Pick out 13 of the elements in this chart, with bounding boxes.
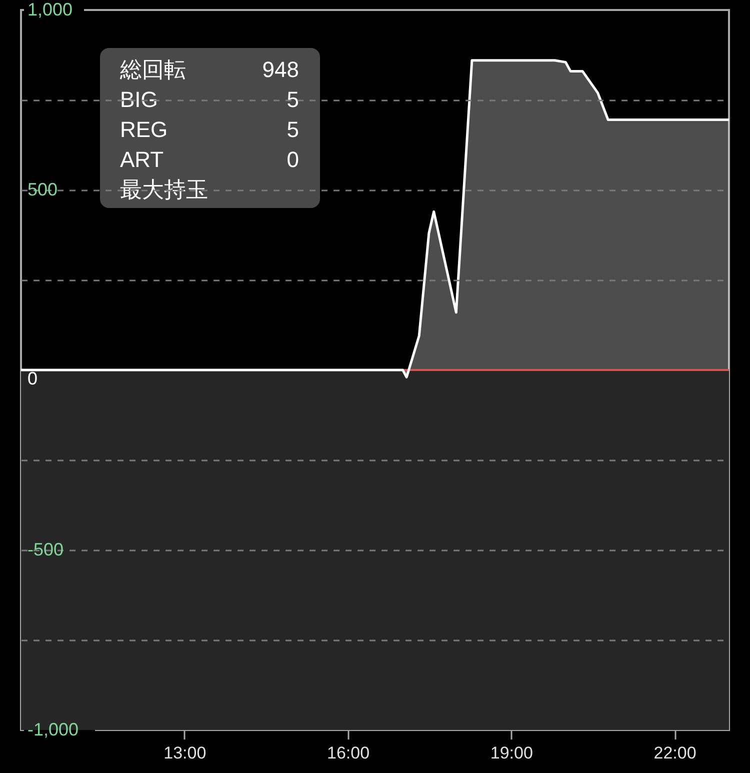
x-tick-label: 19:00 (490, 744, 533, 762)
x-tick-label: 22:00 (654, 744, 696, 762)
y-tick-label: 0 (28, 368, 38, 388)
text: ART 0 (120, 147, 299, 172)
x-tick-label: 13:00 (164, 744, 206, 762)
y-tick-label: 1,000 (28, 0, 73, 20)
x-tick-label: 16:00 (326, 744, 370, 762)
text: REG 5 (120, 117, 299, 142)
y-tick-label: -500 (28, 540, 64, 560)
text: 総回転 948 (120, 57, 299, 82)
y-tick-label: 500 (28, 180, 58, 200)
y-tick-label: -1,000 (28, 720, 79, 740)
text: BIG 5 (120, 87, 299, 112)
